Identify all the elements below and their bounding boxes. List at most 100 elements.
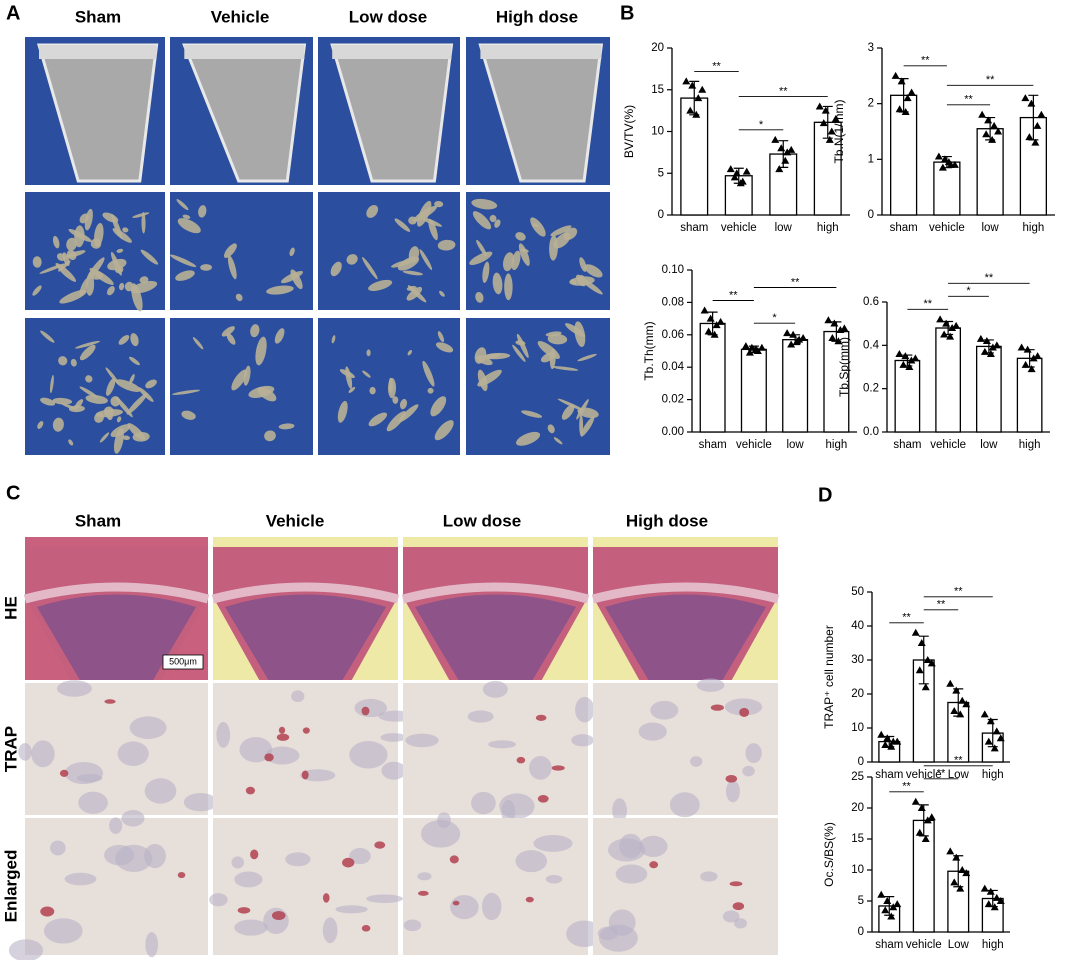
marrow-cells — [285, 852, 311, 867]
trabecula — [577, 353, 597, 362]
data-point — [1033, 352, 1042, 360]
trabecula — [58, 260, 71, 272]
marrow-cells — [471, 791, 496, 815]
trabecula — [52, 397, 73, 405]
column-label: Low dose — [349, 7, 427, 26]
trabecula — [176, 199, 189, 211]
y-tick-label: 0.6 — [863, 296, 879, 308]
data-point — [917, 804, 926, 811]
data-point — [923, 816, 932, 824]
marrow-cells — [571, 734, 594, 747]
column-label: Vehicle — [266, 511, 325, 530]
data-point — [706, 314, 715, 322]
significance-label: * — [966, 285, 971, 297]
data-point — [946, 847, 955, 855]
marrow-cells — [300, 769, 336, 782]
osteoclast — [271, 910, 286, 921]
data-point — [990, 121, 999, 129]
bar — [976, 345, 1002, 433]
data-point — [840, 324, 849, 332]
data-point — [927, 813, 936, 821]
marrow-cells — [18, 743, 32, 761]
scale-bar-box — [162, 654, 204, 670]
trabecula — [580, 416, 595, 437]
data-point — [978, 110, 987, 118]
trabecula — [578, 274, 586, 286]
marrow-cells — [612, 798, 628, 823]
y-axis-label: Tb.N(1/mm) — [832, 100, 846, 164]
trabecula — [106, 286, 115, 296]
trabecula — [337, 400, 348, 423]
bar — [823, 330, 850, 433]
growth-plate — [401, 582, 590, 604]
y-tick-label: 25 — [851, 771, 864, 783]
osteoclast — [40, 906, 55, 917]
trabecula — [419, 249, 433, 271]
y-tick-label: 5 — [658, 167, 664, 179]
x-tick-label: sham — [893, 439, 921, 451]
marrow-cells — [742, 765, 755, 777]
trabecula — [289, 247, 295, 257]
trabecula — [471, 198, 498, 210]
significance-label: ** — [954, 586, 963, 598]
trabecula — [59, 289, 87, 304]
trap-image — [403, 683, 588, 815]
data-point — [934, 152, 943, 160]
trabecula — [138, 387, 154, 402]
data-point — [787, 340, 796, 348]
trabecula — [129, 356, 140, 366]
data-point — [946, 332, 955, 340]
trabecula — [56, 253, 66, 262]
marrow-cells — [722, 910, 740, 923]
trabecula — [434, 201, 444, 208]
data-point — [962, 700, 971, 708]
marrow-cells — [145, 931, 159, 958]
trabecula — [494, 219, 501, 228]
data-point — [956, 710, 965, 718]
trabecula — [110, 424, 131, 438]
trabecula — [366, 205, 379, 218]
trabecula — [140, 249, 159, 265]
data-point — [936, 315, 945, 323]
osteoclast — [301, 770, 309, 780]
osteoclast — [361, 706, 370, 716]
he-marrow — [605, 594, 766, 680]
marrow-cells — [335, 905, 368, 914]
trabecula — [175, 270, 195, 281]
data-point — [980, 347, 989, 355]
trabecula — [198, 205, 207, 218]
trabecula — [70, 358, 77, 367]
trabecula — [553, 437, 563, 445]
data-point — [783, 329, 792, 337]
y-tick-label: 0.10 — [662, 264, 684, 276]
x-tick-label: sham — [890, 222, 918, 234]
osteoclast — [729, 881, 743, 887]
trabecula — [141, 212, 146, 234]
trabecula — [103, 406, 114, 417]
marrow-cells — [700, 871, 718, 882]
panel-label: B — [620, 2, 634, 24]
data-point — [950, 160, 959, 168]
osteoclast — [710, 704, 724, 711]
trabecula — [565, 323, 586, 337]
data-point — [921, 835, 930, 842]
osteoclast — [449, 855, 459, 864]
marrow-cells — [129, 716, 167, 740]
data-point — [950, 878, 959, 886]
y-tick-label: 0.02 — [662, 394, 684, 406]
data-point — [815, 102, 824, 110]
trabecula — [547, 424, 555, 434]
data-point — [704, 327, 713, 335]
x-tick-label: high — [982, 939, 1004, 951]
trabecula — [584, 264, 603, 278]
osteoclast — [361, 925, 371, 932]
significance-label: ** — [937, 768, 946, 780]
data-point — [828, 334, 837, 342]
trabecula — [477, 369, 502, 387]
data-point — [887, 912, 896, 920]
y-tick-label: 3 — [868, 42, 874, 54]
data-point — [895, 105, 904, 113]
x-tick-label: sham — [875, 939, 903, 951]
trabecula — [570, 279, 577, 285]
data-point — [777, 144, 786, 152]
